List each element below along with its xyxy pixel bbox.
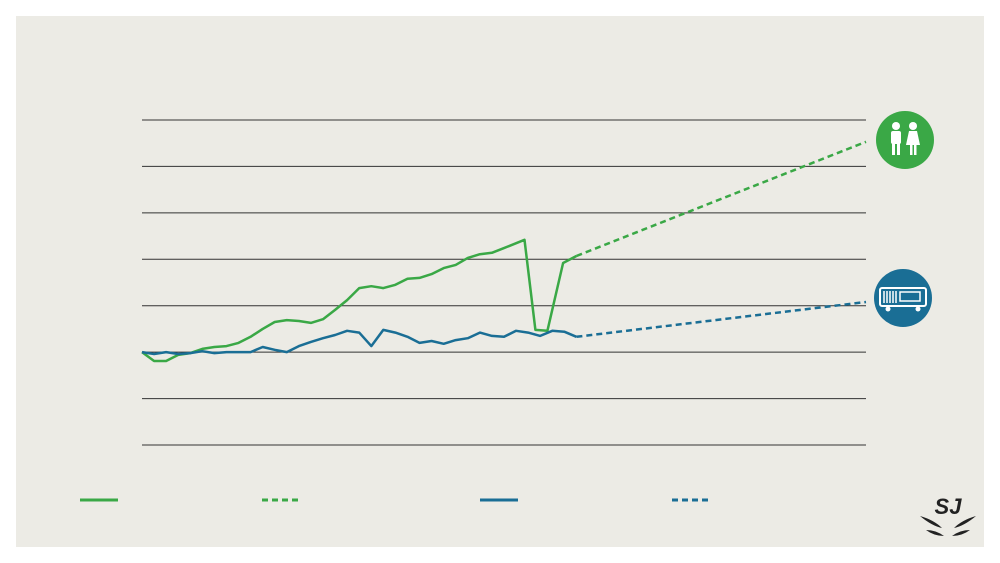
series-line [575, 140, 867, 258]
series-line [141, 238, 577, 363]
panel [16, 16, 984, 547]
logo-text: SJ [935, 494, 963, 519]
series-line [141, 328, 577, 356]
series-line [576, 300, 867, 339]
people-icon [876, 111, 934, 169]
logo: SJ [920, 494, 976, 536]
train-icon [874, 269, 932, 327]
